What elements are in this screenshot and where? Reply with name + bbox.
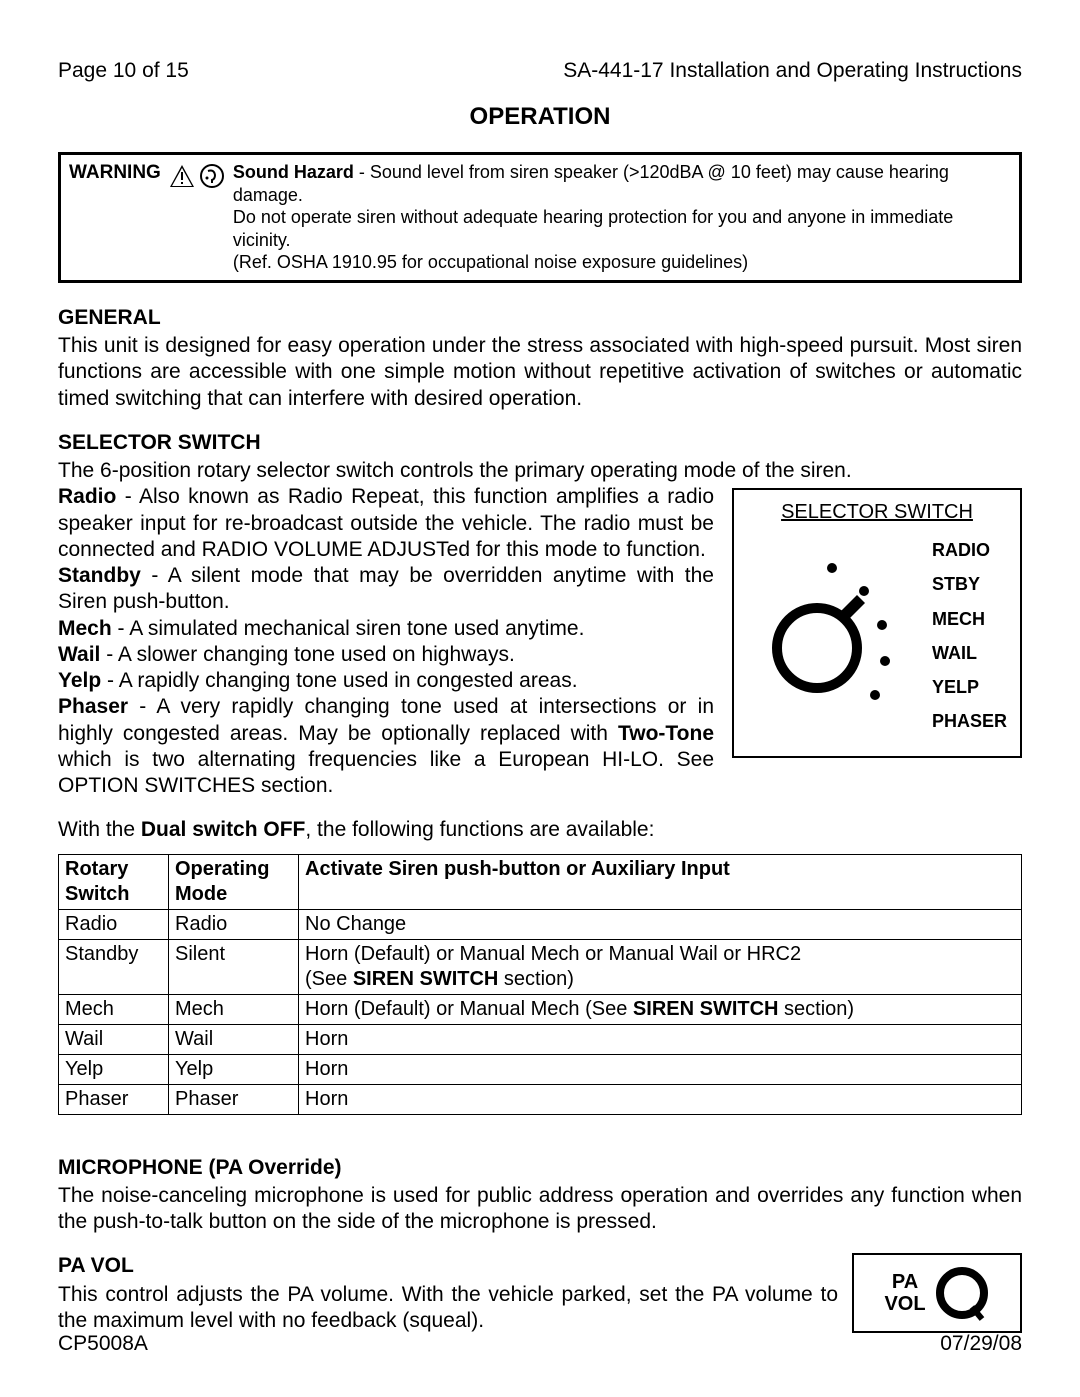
rotary-knob-icon: [747, 533, 902, 743]
warning-text: Sound Hazard - Sound level from siren sp…: [233, 161, 1011, 274]
microphone-heading: MICROPHONE (PA Override): [58, 1155, 1022, 1181]
pavol-text: This control adjusts the PA volume. With…: [58, 1282, 838, 1335]
function-table: RotarySwitch OperatingMode Activate Sire…: [58, 854, 1022, 1115]
volume-knob-icon: [934, 1265, 990, 1321]
general-text: This unit is designed for easy operation…: [58, 333, 1022, 412]
table-row: Standby Silent Horn (Default) or Manual …: [59, 939, 1022, 994]
footer-right: 07/29/08: [940, 1331, 1022, 1357]
hearing-icon: [199, 163, 225, 189]
footer-left: CP5008A: [58, 1331, 148, 1357]
alert-triangle-icon: [169, 164, 195, 188]
knob-label-yelp: YELP: [932, 670, 1007, 704]
pavol-heading: PA VOL: [58, 1253, 838, 1279]
table-header-row: RotarySwitch OperatingMode Activate Sire…: [59, 854, 1022, 909]
knob-label-radio: RADIO: [932, 533, 1007, 567]
microphone-text: The noise-canceling microphone is used f…: [58, 1183, 1022, 1236]
page-header-right: SA-441-17 Installation and Operating Ins…: [563, 58, 1022, 84]
table-header: OperatingMode: [169, 854, 299, 909]
pavol-fig-label2: VOL: [884, 1293, 925, 1315]
table-header: Activate Siren push-button or Auxiliary …: [299, 854, 1022, 909]
warning-bold: Sound Hazard: [233, 162, 354, 182]
knob-label-phaser: PHASER: [932, 704, 1007, 738]
selector-body: Radio - Also known as Radio Repeat, this…: [58, 484, 714, 799]
knob-label-stby: STBY: [932, 567, 1007, 601]
warning-box: WARNING Sound Hazard - Sound level from …: [58, 152, 1022, 283]
knob-label-mech: MECH: [932, 602, 1007, 636]
figure-title: SELECTOR SWITCH: [781, 500, 973, 525]
warning-label: WARNING: [69, 161, 161, 185]
pavol-figure: PA VOL: [852, 1253, 1022, 1333]
selector-switch-figure: SELECTOR SWITCH RADIO STBY MECH WAIL YEL…: [732, 488, 1022, 758]
selector-heading: SELECTOR SWITCH: [58, 430, 1022, 456]
table-row: Radio Radio No Change: [59, 909, 1022, 939]
knob-label-wail: WAIL: [932, 636, 1007, 670]
table-row: Yelp Yelp Horn: [59, 1054, 1022, 1084]
table-row: Wail Wail Horn: [59, 1024, 1022, 1054]
dual-switch-line: With the Dual switch OFF, the following …: [58, 817, 1022, 843]
page-title: OPERATION: [58, 102, 1022, 132]
pavol-fig-label1: PA: [892, 1271, 918, 1293]
table-row: Phaser Phaser Horn: [59, 1084, 1022, 1114]
table-row: Mech Mech Horn (Default) or Manual Mech …: [59, 994, 1022, 1024]
general-heading: GENERAL: [58, 305, 1022, 331]
table-header: RotarySwitch: [59, 854, 169, 909]
page-header-left: Page 10 of 15: [58, 58, 189, 84]
selector-intro: The 6-position rotary selector switch co…: [58, 458, 1022, 484]
